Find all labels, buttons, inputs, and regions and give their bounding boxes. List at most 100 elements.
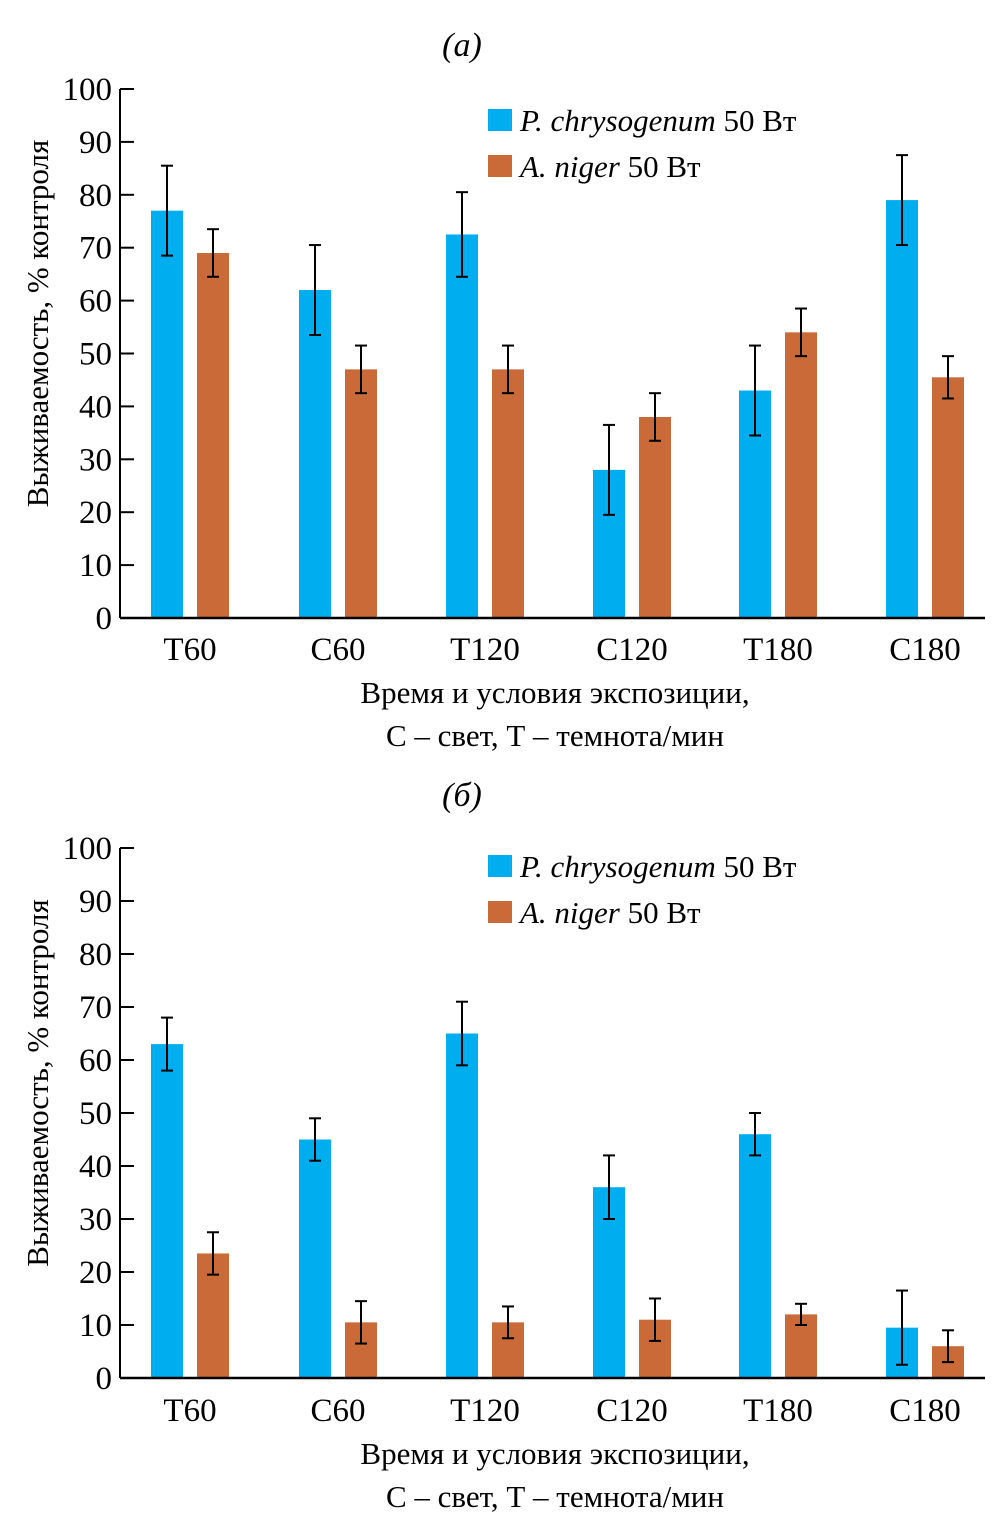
chart-panel-a: (а) 0 10 20 30 40 50 60 70 80 90 100 T60 C60 T120 C120 T…	[20, 27, 985, 753]
legend-power: 50 Вт	[628, 149, 701, 184]
y-tick-label: 100	[63, 72, 113, 108]
bar-a-niger-c120	[639, 416, 671, 618]
error-bar	[749, 1112, 761, 1157]
bar-p-chrysogenum-c180	[886, 200, 918, 618]
x-tick-label: C60	[310, 1393, 365, 1429]
y-tick-label: 30	[79, 442, 112, 478]
bar-p-chrysogenum-t120	[446, 234, 478, 618]
error-bar	[649, 1297, 661, 1342]
error-bar	[942, 355, 954, 400]
legend-species: A. niger	[518, 895, 628, 930]
legend-label-p-chrysogenum: P. chrysogenum 50 Вт	[519, 849, 797, 884]
y-tick-label: 10	[79, 548, 112, 584]
chart-panel-b: (б) 0 10 20 30 40 50 60 70 80 90 100 T60 C60 T120 C120 T…	[20, 777, 985, 1514]
y-tick-label: 10	[79, 1308, 112, 1344]
error-bar	[207, 1231, 219, 1276]
bar-p-chrysogenum-t60	[151, 1044, 183, 1378]
x-tick-label: C180	[889, 632, 961, 668]
x-tick-label: T60	[163, 632, 216, 668]
bar-p-chrysogenum-t120	[446, 1033, 478, 1378]
y-tick-label: 80	[79, 178, 112, 214]
y-tick-label: 50	[79, 337, 112, 373]
x-tick-label: C180	[889, 1393, 961, 1429]
error-bar	[207, 228, 219, 278]
y-tick-label: 50	[79, 1096, 112, 1132]
panel-label: (а)	[442, 27, 482, 64]
y-tick-label: 90	[79, 884, 112, 920]
y-tick-label: 0	[96, 1361, 113, 1397]
y-axis-title: Выживаемость, % контроля	[20, 140, 55, 508]
error-bar	[942, 1329, 954, 1364]
y-tick-label: 60	[79, 1043, 112, 1079]
x-axis-title-line1: Время и условия экспозиции,	[360, 675, 749, 710]
y-axis-title: Выживаемость, % контроля	[20, 899, 55, 1267]
legend: P. chrysogenum 50 ВтA. niger 50 Вт	[488, 849, 797, 930]
error-bar	[603, 423, 615, 516]
x-tick-label: T120	[450, 632, 520, 668]
y-tick-label: 40	[79, 389, 112, 425]
error-bar	[309, 244, 321, 336]
y-tick-label: 30	[79, 1202, 112, 1238]
error-bar	[795, 307, 807, 358]
x-axis-title-line2: С – свет, Т – темнота/мин	[386, 718, 724, 753]
x-tick-label: C120	[596, 632, 668, 668]
x-axis-title-line2: С – свет, Т – темнота/мин	[386, 1479, 724, 1514]
bar-a-niger-c180	[932, 377, 964, 618]
error-bar	[355, 344, 367, 395]
legend-swatch-p-chrysogenum	[488, 109, 512, 131]
error-bar	[749, 344, 761, 437]
error-bar	[502, 1305, 514, 1340]
legend-power: 50 Вт	[628, 895, 701, 930]
x-axis-title-line1: Время и условия экспозиции,	[360, 1436, 749, 1471]
error-bar	[355, 1300, 367, 1345]
legend: P. chrysogenum 50 ВтA. niger 50 Вт	[488, 103, 797, 184]
legend-swatch-a-niger	[488, 155, 512, 177]
y-tick-label: 20	[79, 495, 112, 531]
panel-label: (б)	[442, 777, 482, 814]
bar-a-niger-t120	[492, 369, 524, 618]
bar-a-niger-t180	[785, 332, 817, 618]
y-tick-label: 20	[79, 1255, 112, 1291]
legend-species: P. chrysogenum	[519, 103, 723, 138]
x-tick-label: T120	[450, 1393, 520, 1429]
error-bar	[795, 1302, 807, 1326]
error-bar	[456, 191, 468, 278]
bar-p-chrysogenum-t60	[151, 210, 183, 619]
error-bar	[161, 164, 173, 257]
x-tick-label: T180	[743, 1393, 813, 1429]
error-bar	[649, 392, 661, 442]
legend-swatch-p-chrysogenum	[488, 855, 512, 877]
x-tick-label: T180	[743, 632, 813, 668]
legend-label-p-chrysogenum: P. chrysogenum 50 Вт	[519, 103, 797, 138]
bar-p-chrysogenum-c60	[299, 290, 331, 618]
error-bar	[161, 1016, 173, 1072]
error-bar	[309, 1117, 321, 1162]
error-bar	[502, 344, 514, 395]
bar-p-chrysogenum-c60	[299, 1139, 331, 1378]
legend-power: 50 Вт	[723, 103, 796, 138]
error-bar	[896, 154, 908, 247]
y-tick-label: 40	[79, 1149, 112, 1185]
y-tick-label: 80	[79, 937, 112, 973]
legend-power: 50 Вт	[723, 849, 796, 884]
y-tick-label: 70	[79, 990, 112, 1026]
x-tick-label: T60	[163, 1393, 216, 1429]
error-bar	[603, 1154, 615, 1220]
legend-label-a-niger: A. niger 50 Вт	[518, 149, 701, 184]
x-tick-label: C120	[596, 1393, 668, 1429]
bar-p-chrysogenum-t180	[739, 1134, 771, 1378]
legend-species: A. niger	[518, 149, 628, 184]
legend-label-a-niger: A. niger 50 Вт	[518, 895, 701, 930]
bar-a-niger-c60	[345, 369, 377, 618]
error-bar	[456, 1000, 468, 1067]
legend-species: P. chrysogenum	[519, 849, 723, 884]
y-tick-label: 70	[79, 231, 112, 267]
error-bar	[896, 1289, 908, 1366]
bar-a-niger-t60	[197, 252, 229, 619]
y-tick-label: 0	[96, 601, 113, 637]
x-tick-label: C60	[310, 632, 365, 668]
y-tick-label: 100	[63, 831, 113, 867]
y-tick-label: 60	[79, 284, 112, 320]
y-tick-label: 90	[79, 125, 112, 161]
